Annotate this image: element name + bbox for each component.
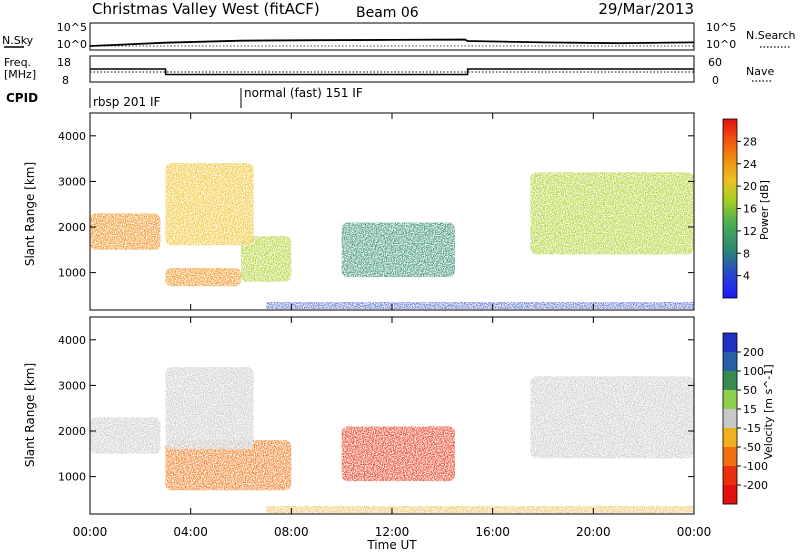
velocity-colorbar-bin bbox=[723, 390, 737, 410]
slant-range-tick: 1000 bbox=[58, 471, 86, 484]
cpid-label: CPID bbox=[6, 91, 38, 105]
beam-label: Beam 06 bbox=[356, 5, 419, 21]
noise-right-tick-top: 10^5 bbox=[706, 21, 736, 34]
slant-range-tick: 3000 bbox=[58, 379, 86, 392]
nave-label: Nave bbox=[746, 65, 774, 78]
slant-range-tick: 2000 bbox=[58, 221, 86, 234]
time-tick-label: 20:00 bbox=[576, 525, 611, 539]
slant-range-tick: 3000 bbox=[58, 175, 86, 188]
cpid-segment-1: rbsp 201 IF bbox=[93, 95, 160, 109]
noise-panel: N.Sky 10^5 10^0 10^5 10^0 N.Search bbox=[2, 21, 796, 51]
echo-region bbox=[90, 417, 161, 454]
noise-right-tick-bottom: 10^0 bbox=[706, 38, 736, 51]
velocity-colorbar-bin bbox=[723, 447, 737, 467]
velocity-colorbar-tick: -200 bbox=[743, 479, 768, 492]
echo-region bbox=[165, 163, 254, 246]
power-colorbar-tick: 16 bbox=[743, 203, 757, 216]
slant-range-tick: 1000 bbox=[58, 267, 86, 280]
slant-range-tick: 2000 bbox=[58, 425, 86, 438]
time-axis-label: Time UT bbox=[366, 538, 417, 552]
power-colorbar-tick: 28 bbox=[743, 135, 757, 148]
velocity-colorbar-tick: 100 bbox=[743, 365, 764, 378]
frequency-panel: Freq. [MHz] 18 8 60 0 Nave bbox=[4, 55, 774, 87]
power-panel: 1000 2000 3000 4000 Slant Range [km] 4 8 12 16… bbox=[23, 112, 771, 311]
echo-region bbox=[530, 376, 694, 459]
nave-tick-top: 60 bbox=[708, 56, 722, 69]
echo-region bbox=[530, 172, 694, 255]
power-colorbar-tick: 8 bbox=[743, 247, 750, 260]
freq-tick-bottom: 8 bbox=[62, 74, 69, 87]
slant-range-tick: 4000 bbox=[58, 334, 86, 347]
frequency-line bbox=[90, 68, 694, 76]
velocity-colorbar-bin bbox=[723, 333, 737, 353]
power-colorbar-tick: 20 bbox=[743, 180, 757, 193]
power-colorbar-tick: 24 bbox=[743, 158, 757, 171]
noise-sky-line bbox=[89, 38, 695, 47]
slant-range-tick: 4000 bbox=[58, 130, 86, 143]
cpid-bar: CPID rbsp 201 IF normal (fast) 151 IF bbox=[6, 86, 363, 109]
velocity-colorbar bbox=[722, 332, 738, 505]
velocity-colorbar-label: Velocity [m s^-1] bbox=[762, 364, 775, 459]
near-range-scatter bbox=[266, 506, 694, 513]
time-tick-label: 04:00 bbox=[173, 525, 208, 539]
velocity-colorbar-bin bbox=[723, 485, 737, 505]
freq-label-1: Freq. bbox=[4, 56, 31, 69]
velocity-colorbar-bin bbox=[723, 371, 737, 391]
velocity-colorbar-tick: -100 bbox=[743, 460, 768, 473]
echo-region bbox=[165, 367, 254, 450]
noise-left-tick-bottom: 10^0 bbox=[57, 38, 87, 51]
noise-left-label: N.Sky bbox=[2, 34, 34, 47]
velocity-colorbar-tick: 200 bbox=[743, 346, 764, 359]
power-ylabel: Slant Range [km] bbox=[23, 162, 37, 266]
velocity-colorbar-bin bbox=[723, 352, 737, 372]
echo-region bbox=[241, 236, 292, 282]
freq-label-2: [MHz] bbox=[4, 68, 36, 81]
echo-region bbox=[165, 268, 241, 287]
cpid-segment-2: normal (fast) 151 IF bbox=[244, 86, 363, 100]
velocity-colorbar-tick: 50 bbox=[743, 384, 757, 397]
time-tick-label: 08:00 bbox=[274, 525, 309, 539]
velocity-colorbar-bin bbox=[723, 466, 737, 486]
time-tick-label: 16:00 bbox=[475, 525, 510, 539]
velocity-colorbar-bin bbox=[723, 428, 737, 448]
power-colorbar-tick: 12 bbox=[743, 225, 757, 238]
time-tick-label: 00:00 bbox=[73, 525, 108, 539]
velocity-colorbar-tick: 15 bbox=[743, 403, 757, 416]
date-label: 29/Mar/2013 bbox=[598, 0, 694, 18]
echo-region bbox=[341, 426, 455, 482]
freq-tick-top: 18 bbox=[57, 56, 71, 69]
time-axis: 00:00 04:00 08:00 12:00 16:00 20:00 00:00 Time… bbox=[73, 113, 712, 552]
noise-left-tick-top: 10^5 bbox=[57, 21, 87, 34]
velocity-colorbar-tick: -50 bbox=[743, 441, 761, 454]
velocity-ylabel: Slant Range [km] bbox=[23, 363, 37, 467]
velocity-panel: 1000 2000 3000 4000 Slant Range [km] 200 100… bbox=[23, 316, 775, 515]
echo-region bbox=[341, 222, 455, 278]
power-colorbar-label: Power [dB] bbox=[758, 180, 771, 240]
time-tick-label: 12:00 bbox=[375, 525, 410, 539]
power-colorbar bbox=[722, 118, 738, 299]
velocity-colorbar-bin bbox=[723, 409, 737, 429]
echo-region bbox=[165, 440, 292, 491]
nave-tick-bottom: 0 bbox=[712, 74, 719, 87]
station-title: Christmas Valley West (fitACF) bbox=[92, 0, 320, 18]
echo-region bbox=[90, 213, 161, 250]
time-tick-label: 00:00 bbox=[677, 525, 712, 539]
velocity-colorbar-tick: -15 bbox=[743, 422, 761, 435]
near-range-scatter bbox=[266, 302, 694, 309]
noise-right-label: N.Search bbox=[746, 29, 796, 42]
power-colorbar-tick: 4 bbox=[743, 270, 750, 283]
